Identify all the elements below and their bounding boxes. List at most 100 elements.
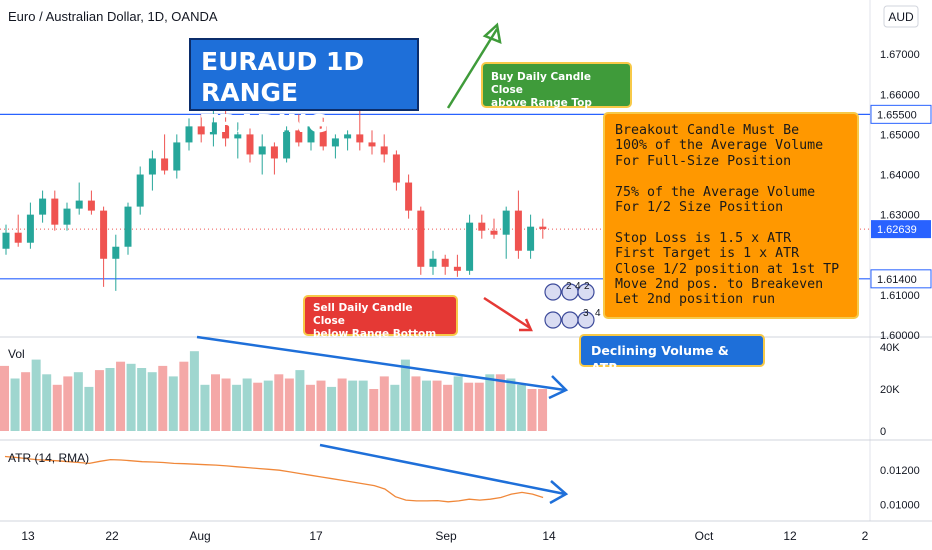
candle-body [185, 126, 193, 143]
candle-body [112, 246, 120, 259]
candle-body [75, 200, 83, 209]
candle [2, 224, 10, 255]
volume-bar [211, 374, 220, 431]
candle [222, 110, 230, 147]
event-marker-icon[interactable] [577, 283, 595, 301]
candle-body [234, 134, 242, 139]
volume-bar [116, 361, 126, 431]
candle-body [51, 198, 59, 225]
volume-tick-label: 40K [880, 342, 900, 354]
price-tick-label: 1.60000 [880, 330, 920, 342]
volume-bar [0, 365, 9, 431]
event-marker-icon[interactable] [544, 311, 562, 329]
buy-note[interactable]: Buy Daily Candle Close above Range Top [481, 62, 632, 109]
candle-body [100, 210, 108, 259]
volume-bar [200, 384, 210, 431]
event-count: 2 [584, 281, 590, 292]
volume-bar [10, 378, 20, 431]
volume-bar [253, 382, 263, 431]
event-count: 4 [575, 281, 581, 292]
currency-button[interactable] [883, 5, 919, 28]
candle [246, 126, 254, 163]
price-tick-label: 1.63000 [880, 210, 920, 222]
time-axis-ticks: 13 22 Aug 17 Sep 14 Oct 12 2 [21, 529, 868, 543]
volume-bar [348, 380, 358, 431]
time-tick-label: 17 [309, 529, 323, 543]
candle-body [453, 266, 461, 271]
candle-body [283, 130, 291, 159]
candle [185, 118, 193, 151]
rule-line: 75% of the Average Volume [615, 184, 816, 200]
candle-body [124, 206, 132, 247]
atr-tick-label: 0.01000 [880, 499, 920, 511]
candlestick-series [2, 110, 547, 291]
candle-body [380, 146, 388, 155]
volume-pane-label: Vol [8, 347, 25, 361]
candle-body [222, 122, 230, 139]
candle-body [319, 126, 327, 147]
volume-bar [31, 359, 41, 431]
volume-bar [274, 374, 284, 431]
event-markers[interactable]: 2 4 2 3 4 [544, 281, 601, 329]
volume-bar [73, 372, 83, 431]
range-top-price-label: 1.65500 [877, 109, 917, 121]
title-banner[interactable]: EURAUD 1D RANGE TRADING [189, 38, 419, 138]
volume-bar [52, 384, 62, 431]
rule-line: Close 1/2 position at 1st TP [615, 261, 840, 277]
symbol-title: Euro / Australian Dollar, 1D, OANDA [8, 9, 218, 24]
volume-bar [263, 380, 273, 431]
buy-note-line-2: above Range Top [491, 97, 592, 109]
rule-line: First Target is 1 x ATR [615, 246, 800, 262]
candle [380, 134, 388, 163]
candle-body [246, 134, 254, 155]
time-tick-label: Sep [435, 529, 457, 543]
candle-body [87, 200, 95, 211]
sell-note[interactable]: Sell Daily Candle Close below Range Bott… [303, 295, 458, 340]
volume-bar [538, 389, 548, 431]
atr-series: 0.01200 0.01000 [4, 455, 920, 511]
candle-body [197, 126, 205, 135]
candle [26, 202, 34, 249]
declining-note[interactable]: Declining Volume & ATR [579, 334, 765, 375]
last-price-label: 1.62639 [877, 224, 917, 236]
candle-body [14, 232, 22, 243]
candle-body [490, 230, 498, 235]
candle-body [136, 174, 144, 207]
volume-bar [337, 378, 347, 431]
candle [51, 190, 59, 231]
candle-body [368, 142, 376, 147]
candle-body [392, 154, 400, 183]
trading-rules-box[interactable]: Breakout Candle Must Be 100% of the Avera… [603, 112, 859, 319]
price-axis-ticks: 1.67000 1.66000 1.65000 1.64000 1.63000 1.610… [880, 49, 920, 342]
volume-bar [506, 378, 516, 431]
price-tick-label: 1.64000 [880, 170, 920, 182]
candle-body [148, 158, 156, 175]
candle [405, 174, 413, 219]
volume-bar [495, 374, 505, 431]
rule-line [615, 215, 847, 230]
candle [514, 190, 522, 259]
price-tick-label: 1.65000 [880, 129, 920, 141]
candle-body [307, 126, 315, 143]
volume-bar [84, 386, 94, 431]
candle [429, 250, 437, 275]
event-marker-icon[interactable] [561, 311, 579, 329]
volume-bar [390, 384, 400, 431]
event-marker-icon[interactable] [544, 283, 562, 301]
time-tick-label: Oct [695, 529, 714, 543]
event-count: 4 [595, 308, 601, 319]
candle [148, 150, 156, 191]
event-marker-icon[interactable] [577, 311, 595, 329]
candle-body [2, 232, 10, 249]
candle [319, 114, 327, 151]
rule-line: 100% of the Average Volume [615, 138, 824, 154]
candle [39, 190, 47, 223]
candle-body [258, 146, 266, 155]
sell-note-line-1: Sell Daily Candle Close [313, 302, 413, 327]
candle [75, 182, 83, 215]
candle [490, 218, 498, 239]
range-bottom-price-label: 1.61400 [877, 274, 917, 286]
candle [283, 126, 291, 163]
atr-decline-arrow-head [549, 480, 569, 505]
title-line-2: RANGE TRADING [201, 78, 329, 138]
